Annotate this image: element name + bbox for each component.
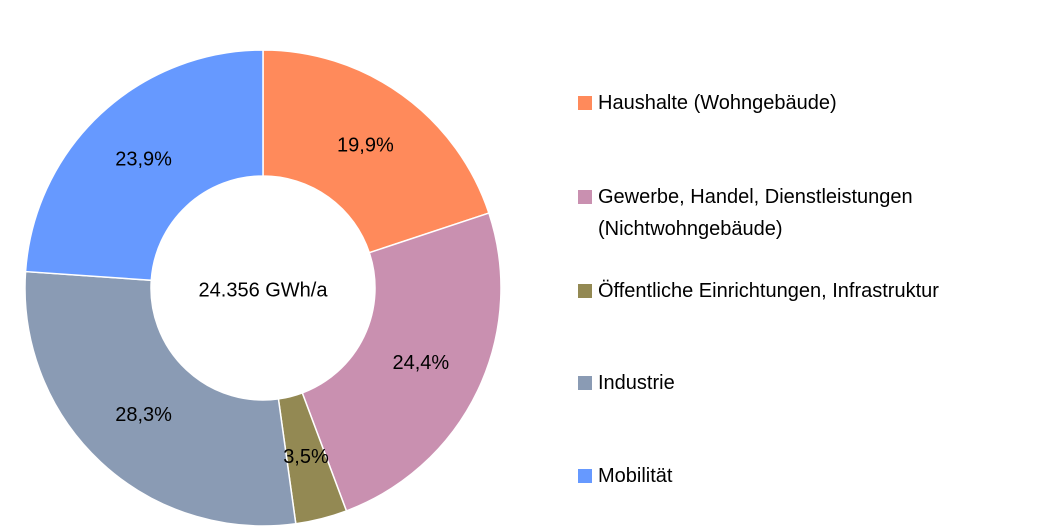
legend-label: Mobilität: [598, 465, 673, 487]
legend-label: Industrie: [598, 372, 675, 394]
donut-slice: [24, 270, 297, 527]
legend-item: Gewerbe, Handel, Dienstleistungen (Nicht…: [578, 181, 978, 245]
legend-item: Industrie: [578, 367, 675, 399]
donut-slice: [301, 212, 502, 512]
donut-slice: [24, 49, 264, 282]
donut-plot: 24.356 GWh/a 19,9% 24,4% 3,5% 28,3% 23,9%: [24, 49, 502, 527]
legend-swatch: [578, 469, 592, 483]
legend-item: Öffentliche Einrichtungen, Infrastruktur: [578, 275, 939, 307]
legend-swatch: [578, 96, 592, 110]
center-label: 24.356 GWh/a: [199, 279, 329, 301]
legend-label: Öffentliche Einrichtungen, Infrastruktur: [598, 280, 939, 302]
legend-label: Haushalte (Wohngebäude): [598, 92, 837, 114]
legend-swatch: [578, 190, 592, 204]
legend-swatch: [578, 376, 592, 390]
data-label: 24,4%: [393, 352, 450, 374]
legend-label: Gewerbe, Handel, Dienstleistungen (Nicht…: [598, 186, 913, 240]
legend-item: Mobilität: [578, 460, 672, 492]
data-label: 19,9%: [337, 134, 394, 156]
legend-swatch: [578, 284, 592, 298]
data-label: 28,3%: [115, 404, 172, 426]
legend-item: Haushalte (Wohngebäude): [578, 87, 837, 119]
donut-slice: [262, 49, 490, 254]
data-label: 23,9%: [115, 148, 172, 170]
data-label: 3,5%: [283, 446, 329, 468]
